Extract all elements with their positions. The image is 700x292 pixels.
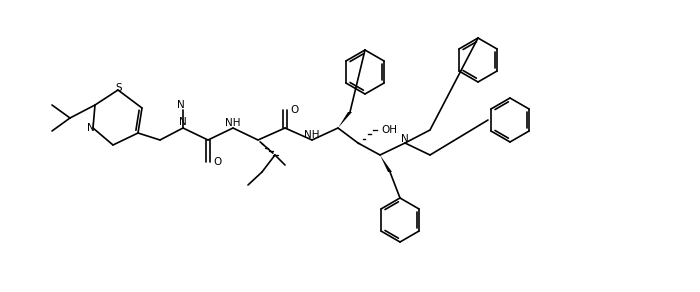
Text: O: O (213, 157, 221, 167)
Text: S: S (116, 83, 122, 93)
Text: O: O (290, 105, 298, 115)
Text: N: N (87, 123, 95, 133)
Text: OH: OH (381, 125, 397, 135)
Text: NH: NH (225, 118, 241, 128)
Polygon shape (380, 155, 392, 172)
Text: N: N (401, 134, 409, 144)
Text: NH: NH (304, 130, 320, 140)
Polygon shape (338, 112, 352, 128)
Text: N: N (179, 117, 187, 127)
Text: N: N (177, 100, 185, 110)
